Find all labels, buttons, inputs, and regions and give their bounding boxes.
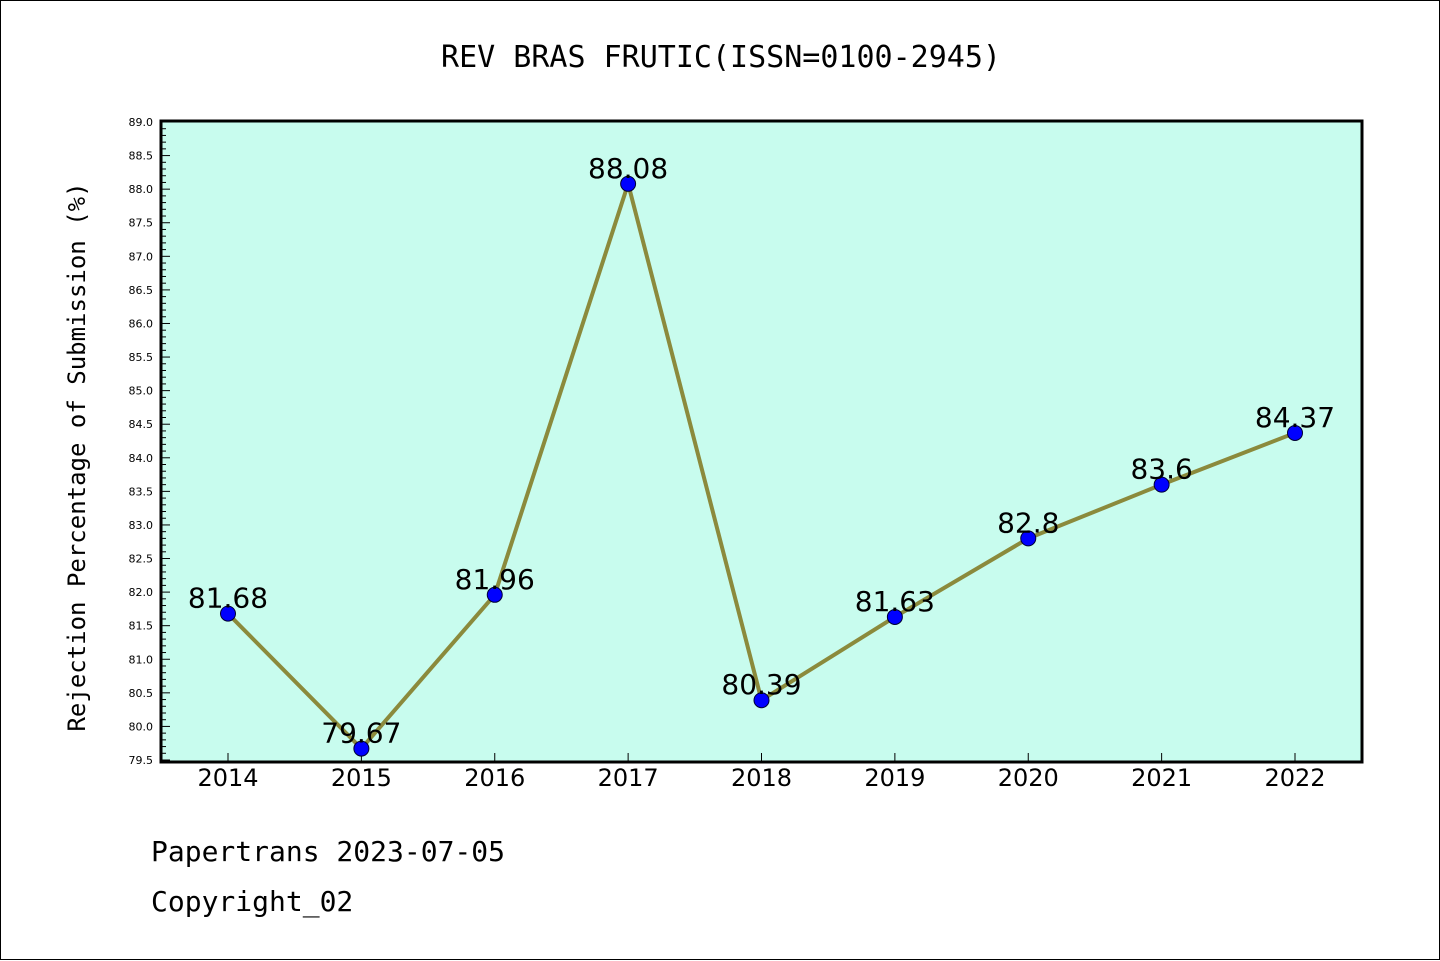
x-tick-label: 2018 (731, 764, 792, 792)
series-layer (220, 175, 1303, 757)
x-tick-label: 2019 (864, 764, 925, 792)
y-tick-label: 82.0 (129, 586, 154, 599)
data-point (220, 605, 236, 622)
data-point (1020, 530, 1037, 547)
y-tick-label: 83.5 (129, 485, 154, 498)
y-tick-label: 84.0 (129, 452, 154, 465)
x-tick-label: 2014 (197, 764, 258, 792)
y-tick-label: 89.0 (129, 116, 154, 129)
y-tick-label: 88.5 (129, 150, 154, 163)
y-tick-label: 84.5 (129, 418, 154, 431)
chart-title: REV BRAS FRUTIC(ISSN=0100-2945) (441, 40, 1001, 75)
data-label: 81.63 (855, 585, 935, 618)
y-tick-label: 88.0 (129, 183, 154, 196)
x-tick-label: 2021 (1131, 764, 1192, 792)
data-point (753, 692, 770, 709)
data-point (886, 608, 903, 625)
data-label: 81.68 (188, 582, 268, 615)
y-tick-label: 86.5 (129, 284, 154, 297)
y-tick-label: 87.0 (129, 250, 154, 263)
footer-source-date: Papertrans 2023-07-05 (151, 835, 506, 868)
y-tick-label: 82.5 (129, 553, 154, 566)
y-tick-label: 80.0 (129, 720, 154, 733)
x-tick-label: 2022 (1264, 764, 1325, 792)
plot-border (159, 119, 1364, 764)
y-tick-label: 81.5 (129, 620, 154, 633)
footer-copyright: Copyright_02 (151, 885, 354, 918)
x-tick-label: 2017 (598, 764, 659, 792)
data-point (1153, 476, 1170, 493)
y-tick-label: 79.5 (129, 754, 154, 767)
x-tick-label: 2015 (331, 764, 392, 792)
y-tick-label: 85.0 (129, 385, 154, 398)
data-label: 79.67 (321, 717, 401, 750)
plot-area (159, 119, 1364, 764)
data-label: 81.96 (455, 563, 535, 596)
y-tick-label: 87.5 (129, 217, 154, 230)
y-tick-label: 86.0 (129, 317, 154, 330)
y-tick-label: 83.0 (129, 519, 154, 532)
data-label: 82.8 (997, 506, 1059, 539)
y-tick-label: 85.5 (129, 351, 154, 364)
data-label: 80.39 (721, 668, 801, 701)
data-point (486, 586, 503, 603)
data-point (353, 740, 370, 757)
data-label: 83.6 (1130, 453, 1192, 486)
data-label: 88.08 (588, 152, 668, 185)
x-tick-label: 2016 (464, 764, 525, 792)
y-tick-label: 80.5 (129, 687, 154, 700)
data-label-layer: 81.68 79.67 81.96 88.08 80.39 81.63 82.8 83.6 84… (188, 152, 1335, 750)
y-axis-label: Rejection Percentage of Submission (%) (63, 182, 91, 731)
x-axis: 2014 2015 2016 2017 2018 2019 2020 2021 2022 (197, 753, 1326, 792)
data-point (1287, 424, 1303, 441)
y-tick-label: 81.0 (129, 653, 154, 666)
data-label: 84.37 (1255, 401, 1335, 434)
data-point (620, 175, 637, 192)
x-tick-label: 2020 (998, 764, 1059, 792)
